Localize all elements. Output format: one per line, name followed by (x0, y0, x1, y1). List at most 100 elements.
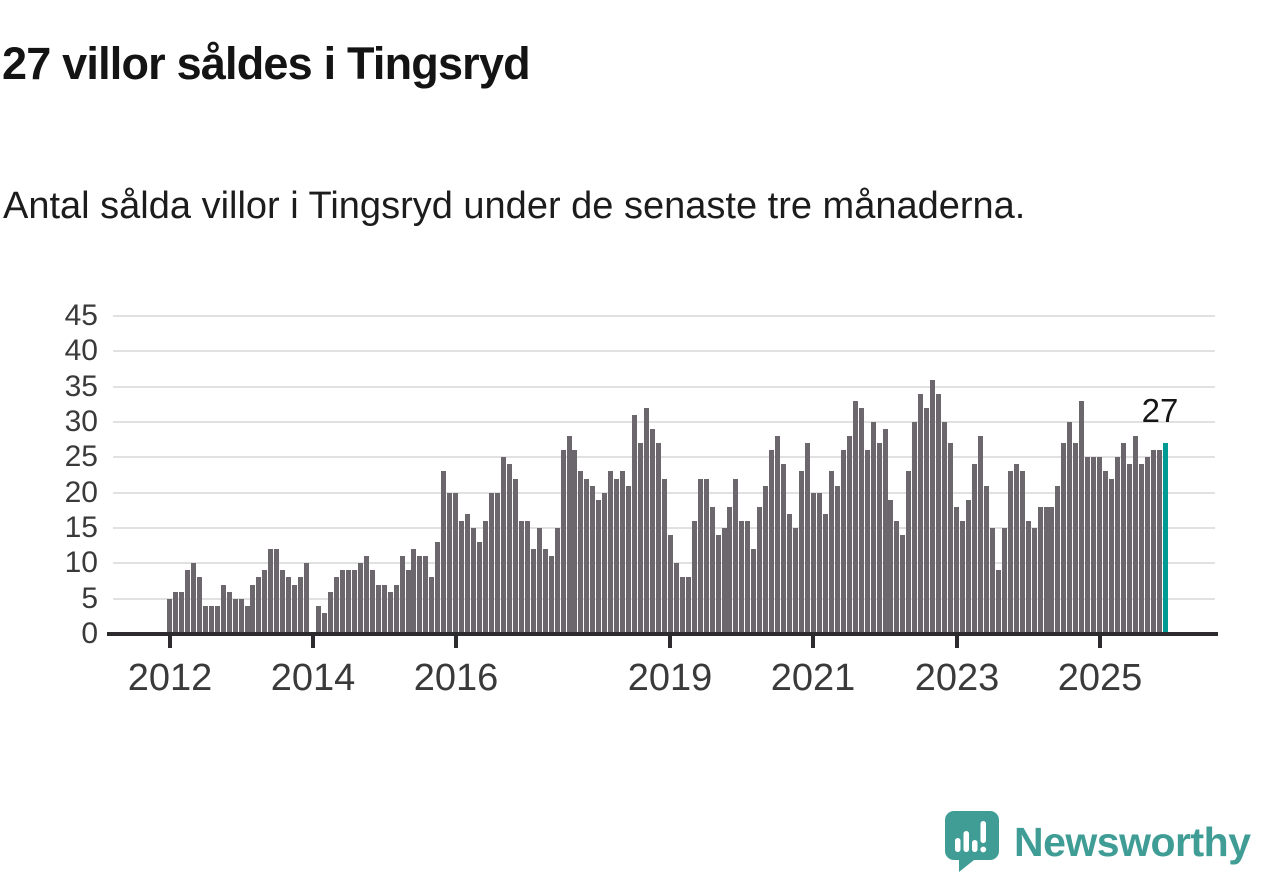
bar (322, 613, 327, 634)
bar (262, 570, 267, 634)
bar (644, 408, 649, 634)
bar (1109, 479, 1114, 634)
bar (978, 436, 983, 634)
bar (1115, 457, 1120, 634)
newsworthy-logo-text: Newsworthy (1014, 818, 1251, 865)
bar (1145, 457, 1150, 634)
bar (620, 471, 625, 634)
bar (525, 521, 530, 634)
bar (847, 436, 852, 634)
bar (888, 500, 893, 634)
bar (1049, 507, 1054, 634)
bar (435, 542, 440, 634)
bar (245, 606, 250, 634)
bar (1020, 471, 1025, 634)
bar (793, 528, 798, 634)
bar (781, 464, 786, 634)
bar (859, 408, 864, 634)
bar (698, 479, 703, 634)
bar (340, 570, 345, 634)
bar (590, 486, 595, 634)
bar (167, 599, 172, 634)
bar (507, 464, 512, 634)
bar (829, 471, 834, 634)
bar (799, 471, 804, 634)
bar (286, 577, 291, 634)
page-title: 27 villor såldes i Tingsryd (2, 38, 531, 90)
bar (865, 450, 870, 634)
bar (608, 471, 613, 634)
x-axis-tick (811, 636, 815, 648)
bar (441, 471, 446, 634)
bar (304, 563, 309, 634)
chart-subtitle: Antal sålda villor i Tingsryd under de s… (3, 185, 1026, 227)
bar (268, 549, 273, 634)
x-axis-tick (168, 636, 172, 648)
x-axis-tick (955, 636, 959, 648)
bar (1014, 464, 1019, 634)
x-axis-tick-label: 2012 (127, 657, 213, 699)
bar (549, 556, 554, 634)
bar (346, 570, 351, 634)
y-axis-tick-label: 30 (64, 404, 98, 438)
bar (429, 577, 434, 634)
bar (1055, 486, 1060, 634)
bar (632, 415, 637, 634)
y-axis-tick-label: 45 (64, 298, 98, 332)
bar (423, 556, 428, 634)
bar (572, 450, 577, 634)
bar (686, 577, 691, 634)
bar (894, 521, 899, 634)
bar (215, 606, 220, 634)
bar (602, 493, 607, 634)
bar (841, 450, 846, 634)
bar (1085, 457, 1090, 634)
bar (185, 570, 190, 634)
bar (954, 507, 959, 634)
bar (722, 528, 727, 634)
bar (233, 599, 238, 634)
bar (984, 486, 989, 634)
bar (745, 521, 750, 634)
bar (662, 479, 667, 634)
bar (221, 585, 226, 634)
bar (996, 570, 1001, 634)
bar (1079, 401, 1084, 634)
bar (358, 563, 363, 634)
gridline-40 (113, 350, 1215, 353)
bar (739, 521, 744, 634)
bar (1038, 507, 1043, 634)
bar (417, 556, 422, 634)
bar (960, 521, 965, 634)
bar (382, 585, 387, 634)
bar (1091, 457, 1096, 634)
bar (388, 592, 393, 634)
bar (250, 585, 255, 634)
bar (584, 479, 589, 634)
bar (1151, 450, 1156, 634)
bar (555, 528, 560, 634)
bar (531, 549, 536, 634)
bar (179, 592, 184, 634)
x-axis-tick-label: 2021 (770, 657, 856, 699)
x-axis-tick-label: 2019 (627, 657, 713, 699)
bar (900, 535, 905, 634)
bar (811, 493, 816, 634)
bar (596, 500, 601, 634)
bar (519, 521, 524, 634)
bar (274, 549, 279, 634)
bar (763, 486, 768, 634)
highlight-bar (1163, 443, 1168, 634)
bar-value-label: 27 (1141, 392, 1179, 429)
bar (626, 486, 631, 634)
bar (787, 514, 792, 634)
bar (710, 507, 715, 634)
bar (495, 493, 500, 634)
bar (459, 521, 464, 634)
bar (561, 450, 566, 634)
bar (173, 592, 178, 634)
y-axis-tick-label: 20 (64, 475, 98, 509)
newsworthy-logo: Newsworthy (944, 810, 1251, 874)
bar (757, 507, 762, 634)
bar (543, 549, 548, 634)
